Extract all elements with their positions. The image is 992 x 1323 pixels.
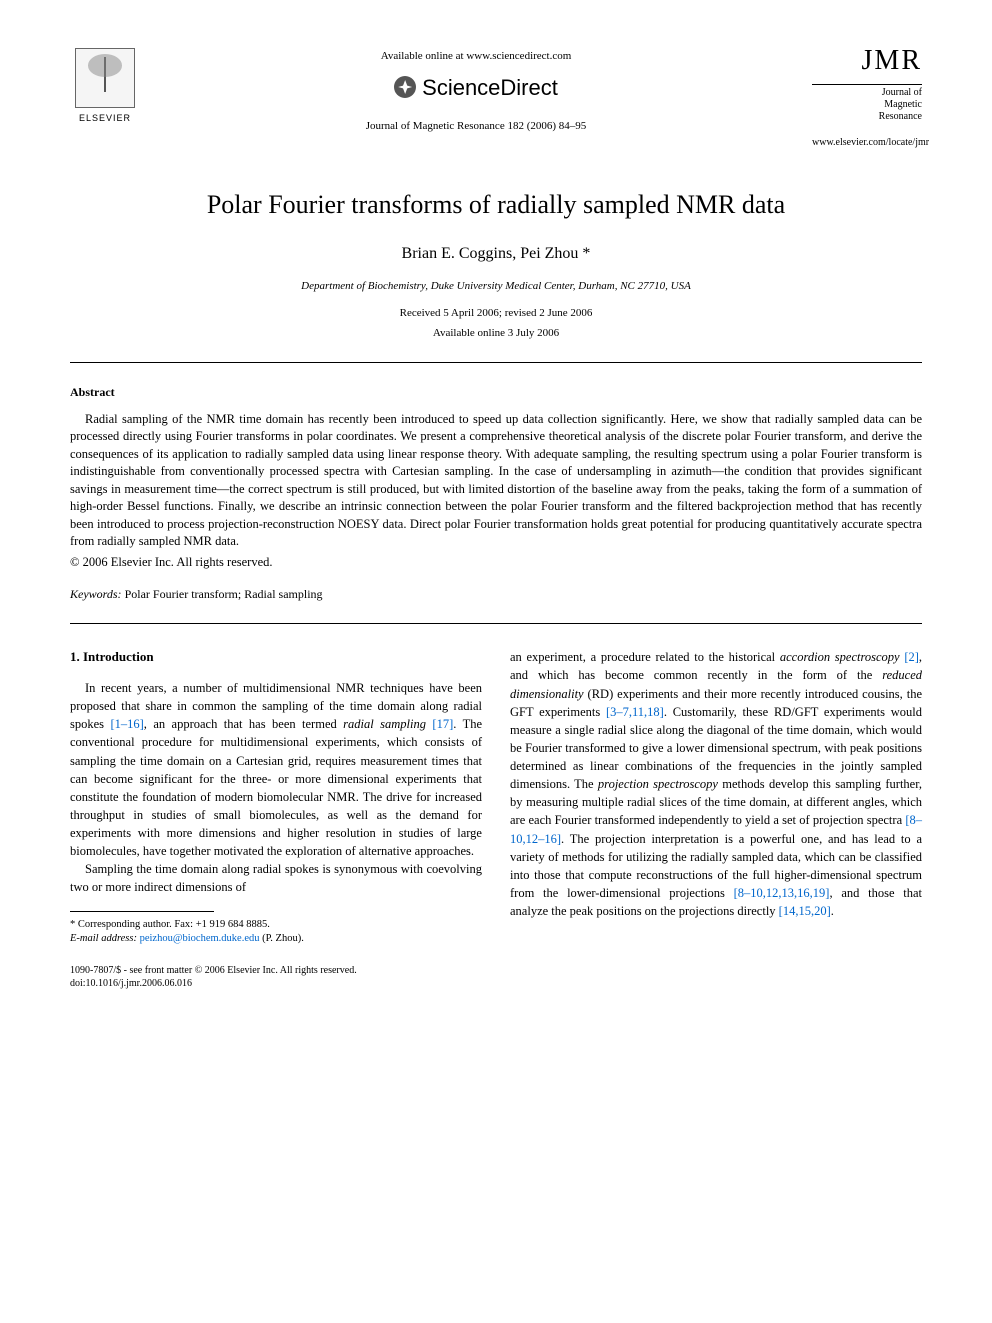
available-date: Available online 3 July 2006 (70, 325, 922, 342)
corresponding-author: * Corresponding author. Fax: +1 919 684 … (70, 918, 482, 932)
abstract-heading: Abstract (70, 383, 922, 401)
ref-link[interactable]: [2] (904, 650, 919, 664)
text-run: , an approach that has been termed (144, 717, 343, 731)
abstract-body: Radial sampling of the NMR time domain h… (70, 411, 922, 551)
body-columns: 1. Introduction In recent years, a numbe… (70, 648, 922, 990)
header-bar: ELSEVIER Available online at www.science… (70, 40, 922, 150)
ref-link[interactable]: [1–16] (110, 717, 143, 731)
keywords: Keywords: Polar Fourier transform; Radia… (70, 585, 922, 603)
sciencedirect-text: ScienceDirect (422, 71, 558, 104)
sciencedirect-logo: ScienceDirect (394, 71, 558, 104)
intro-para-2: Sampling the time domain along radial sp… (70, 860, 482, 896)
intro-para-1: In recent years, a number of multidimens… (70, 679, 482, 860)
email-line: E-mail address: peizhou@biochem.duke.edu… (70, 932, 482, 946)
doi-line-2: doi:10.1016/j.jmr.2006.06.016 (70, 977, 482, 990)
rule-top (70, 362, 922, 363)
intro-heading: 1. Introduction (70, 648, 482, 667)
footnotes: * Corresponding author. Fax: +1 919 684 … (70, 918, 482, 946)
email-link[interactable]: peizhou@biochem.duke.edu (140, 933, 260, 944)
center-header: Available online at www.sciencedirect.co… (140, 40, 812, 134)
email-author: (P. Zhou). (260, 933, 304, 944)
ref-link[interactable]: [3–7,11,18] (606, 705, 664, 719)
jmr-full-line3: Resonance (812, 111, 922, 123)
elsevier-logo: ELSEVIER (70, 40, 140, 125)
footnote-separator (70, 911, 214, 912)
sciencedirect-icon (394, 76, 416, 98)
jmr-url: www.elsevier.com/locate/jmr (812, 135, 922, 150)
article-title: Polar Fourier transforms of radially sam… (70, 185, 922, 224)
available-online-text: Available online at www.sciencedirect.co… (140, 48, 812, 65)
abstract-copyright: © 2006 Elsevier Inc. All rights reserved… (70, 553, 922, 572)
authors: Brian E. Coggins, Pei Zhou * (70, 242, 922, 266)
rule-bottom (70, 623, 922, 624)
doi-line-1: 1090-7807/$ - see front matter © 2006 El… (70, 964, 482, 977)
text-run: an experiment, a procedure related to th… (510, 650, 780, 664)
received-date: Received 5 April 2006; revised 2 June 20… (70, 305, 922, 322)
ref-link[interactable]: [8–10,12,13,16,19] (734, 886, 830, 900)
ref-link[interactable]: [14,15,20] (779, 904, 831, 918)
doi-block: 1090-7807/$ - see front matter © 2006 El… (70, 964, 482, 990)
keywords-text: Polar Fourier transform; Radial sampling (122, 587, 323, 601)
italic-term: radial sampling (343, 717, 426, 731)
jmr-full-line1: Journal of (812, 87, 922, 99)
italic-term: accordion spectroscopy (780, 650, 900, 664)
keywords-label: Keywords: (70, 587, 122, 601)
text-run: . The conventional procedure for multidi… (70, 717, 482, 858)
email-label: E-mail address: (70, 933, 137, 944)
intro-para-3: an experiment, a procedure related to th… (510, 648, 922, 920)
jmr-acronym: JMR (812, 40, 922, 85)
elsevier-text: ELSEVIER (79, 112, 131, 126)
jmr-logo: JMR Journal of Magnetic Resonance www.el… (812, 40, 922, 150)
italic-term: projection spectroscopy (598, 777, 718, 791)
affiliation: Department of Biochemistry, Duke Univers… (70, 278, 922, 295)
ref-link[interactable]: [17] (432, 717, 453, 731)
text-run: . (831, 904, 834, 918)
journal-citation: Journal of Magnetic Resonance 182 (2006)… (140, 118, 812, 135)
jmr-full-line2: Magnetic (812, 99, 922, 111)
elsevier-tree-icon (75, 48, 135, 108)
